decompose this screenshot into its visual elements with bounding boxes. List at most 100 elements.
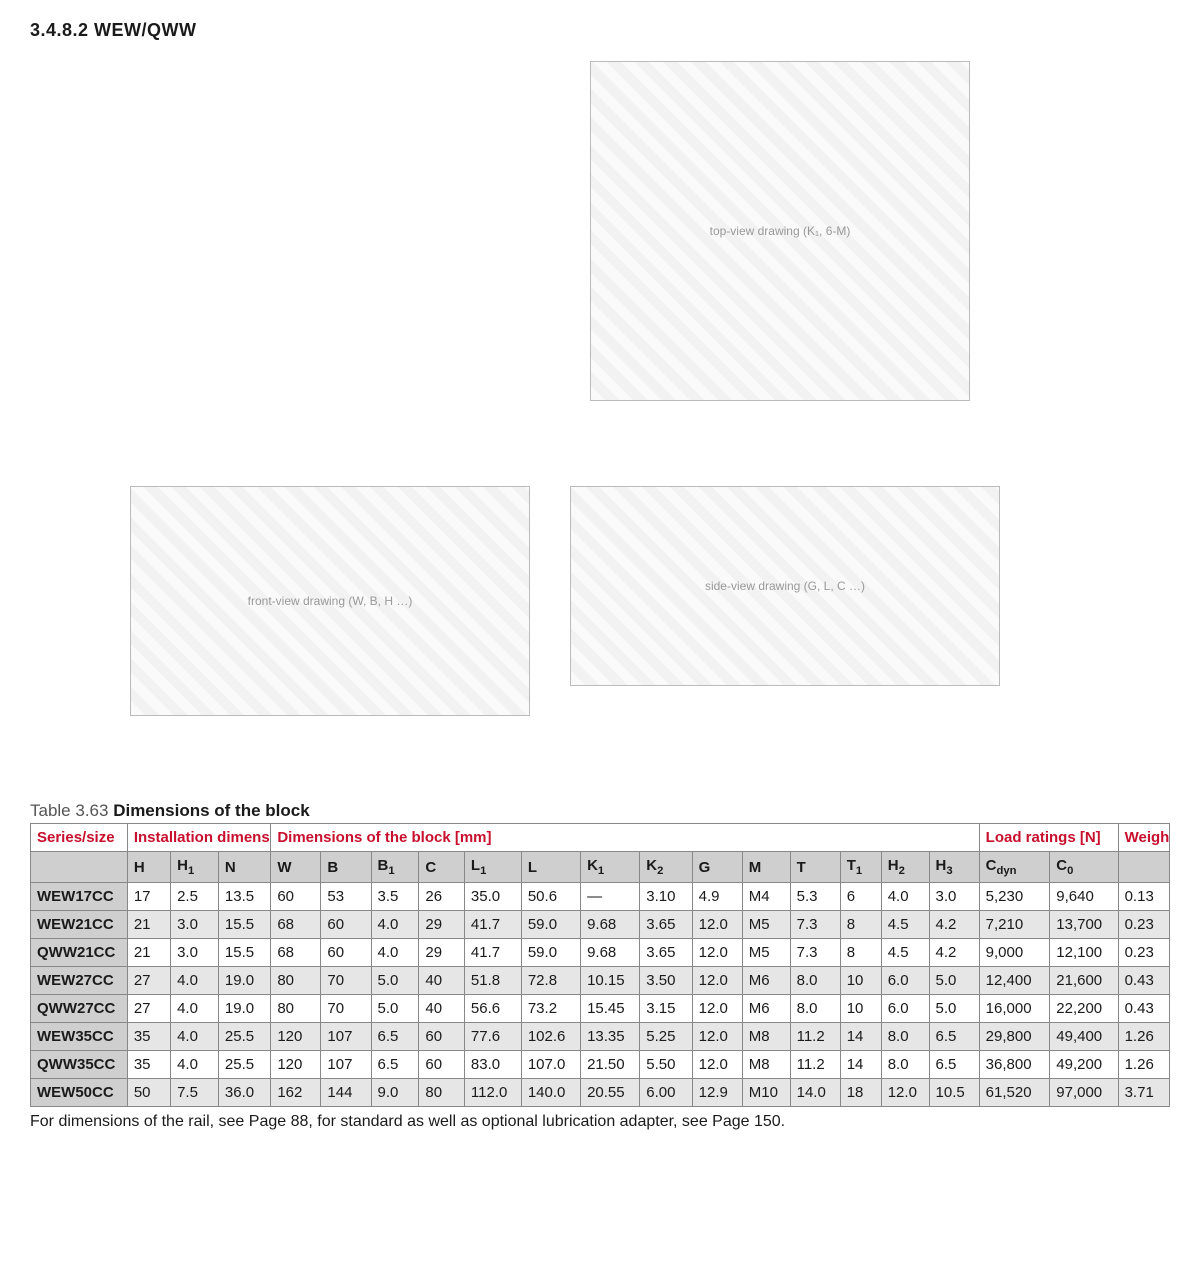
value-cell: M8 [742, 1023, 790, 1051]
value-cell: 9.68 [581, 911, 640, 939]
value-cell: 21 [127, 911, 170, 939]
value-cell: 0.23 [1118, 939, 1169, 967]
table-sub-header: T [790, 852, 840, 883]
value-cell: 21.50 [581, 1051, 640, 1079]
table-sub-header: N [218, 852, 270, 883]
table-group-header: Installation dimensions [mm] [127, 824, 271, 852]
value-cell: 11.2 [790, 1051, 840, 1079]
value-cell: 16,000 [979, 995, 1050, 1023]
value-cell: 35 [127, 1023, 170, 1051]
value-cell: 6.00 [640, 1079, 692, 1107]
value-cell: 12.0 [692, 911, 742, 939]
value-cell: 13.35 [581, 1023, 640, 1051]
table-footnote: For dimensions of the rail, see Page 88,… [30, 1113, 1170, 1131]
value-cell: 10 [840, 995, 881, 1023]
value-cell: 60 [419, 1051, 465, 1079]
value-cell: 12.0 [881, 1079, 929, 1107]
value-cell: 14 [840, 1023, 881, 1051]
value-cell: 4.2 [929, 911, 979, 939]
series-cell: WEW17CC [31, 883, 128, 911]
value-cell: M6 [742, 967, 790, 995]
diagram-top-view: top-view drawing (K₁, 6-M) [590, 61, 970, 401]
value-cell: 9.0 [371, 1079, 419, 1107]
value-cell: 3.50 [640, 967, 692, 995]
table-sub-header [1118, 852, 1169, 883]
value-cell: 70 [321, 967, 371, 995]
value-cell: 26 [419, 883, 465, 911]
value-cell: 15.45 [581, 995, 640, 1023]
value-cell: 60 [419, 1023, 465, 1051]
value-cell: 22,200 [1050, 995, 1118, 1023]
value-cell: 19.0 [218, 995, 270, 1023]
value-cell: 60 [271, 883, 321, 911]
value-cell: 3.0 [171, 939, 219, 967]
series-cell: QWW21CC [31, 939, 128, 967]
value-cell: 70 [321, 995, 371, 1023]
section-heading: 3.4.8.2 WEW/QWW [30, 20, 1170, 41]
value-cell: 3.65 [640, 911, 692, 939]
value-cell: 40 [419, 967, 465, 995]
value-cell: 19.0 [218, 967, 270, 995]
value-cell: 73.2 [521, 995, 580, 1023]
value-cell: 0.43 [1118, 967, 1169, 995]
series-cell: QWW35CC [31, 1051, 128, 1079]
value-cell: M4 [742, 883, 790, 911]
table-group-header: Load ratings [N] [979, 824, 1118, 852]
table-sub-header: H2 [881, 852, 929, 883]
value-cell: 4.0 [881, 883, 929, 911]
value-cell: 4.0 [371, 939, 419, 967]
value-cell: 2.5 [171, 883, 219, 911]
table-sub-header: W [271, 852, 321, 883]
table-row: WEW35CC354.025.51201076.56077.6102.613.3… [31, 1023, 1170, 1051]
value-cell: 4.2 [929, 939, 979, 967]
value-cell: 4.5 [881, 939, 929, 967]
value-cell: 0.43 [1118, 995, 1169, 1023]
value-cell: 4.0 [171, 995, 219, 1023]
value-cell: 107 [321, 1051, 371, 1079]
value-cell: 8.0 [790, 995, 840, 1023]
value-cell: 14.0 [790, 1079, 840, 1107]
value-cell: 8.0 [881, 1023, 929, 1051]
value-cell: 51.8 [464, 967, 521, 995]
series-cell: QWW27CC [31, 995, 128, 1023]
table-body: WEW17CC172.513.560533.52635.050.6—3.104.… [31, 883, 1170, 1107]
value-cell: 1.26 [1118, 1051, 1169, 1079]
value-cell: 3.10 [640, 883, 692, 911]
value-cell: 0.23 [1118, 911, 1169, 939]
value-cell: 9.68 [581, 939, 640, 967]
value-cell: 4.5 [881, 911, 929, 939]
value-cell: 4.0 [171, 967, 219, 995]
table-row: WEW17CC172.513.560533.52635.050.6—3.104.… [31, 883, 1170, 911]
value-cell: 6 [840, 883, 881, 911]
value-cell: 97,000 [1050, 1079, 1118, 1107]
engineering-diagrams: top-view drawing (K₁, 6-M) front-view dr… [30, 56, 1170, 776]
value-cell: M6 [742, 995, 790, 1023]
value-cell: 36,800 [979, 1051, 1050, 1079]
value-cell: 41.7 [464, 911, 521, 939]
value-cell: 36.0 [218, 1079, 270, 1107]
value-cell: 50 [127, 1079, 170, 1107]
value-cell: — [581, 883, 640, 911]
value-cell: 8 [840, 911, 881, 939]
value-cell: 60 [321, 911, 371, 939]
value-cell: 68 [271, 939, 321, 967]
table-sub-header: M [742, 852, 790, 883]
dimensions-table: Series/sizeInstallation dimensions [mm]D… [30, 823, 1170, 1107]
series-cell: WEW50CC [31, 1079, 128, 1107]
table-sub-header: B [321, 852, 371, 883]
value-cell: 27 [127, 967, 170, 995]
table-sub-header [31, 852, 128, 883]
value-cell: 144 [321, 1079, 371, 1107]
table-caption-title: Dimensions of the block [113, 801, 309, 820]
value-cell: 17 [127, 883, 170, 911]
value-cell: 18 [840, 1079, 881, 1107]
table-sub-header-row: HH1NWBB1CL1LK1K2GMTT1H2H3CdynC0 [31, 852, 1170, 883]
value-cell: 107.0 [521, 1051, 580, 1079]
series-cell: WEW27CC [31, 967, 128, 995]
value-cell: 9,640 [1050, 883, 1118, 911]
value-cell: 80 [271, 967, 321, 995]
value-cell: 21,600 [1050, 967, 1118, 995]
value-cell: 56.6 [464, 995, 521, 1023]
value-cell: 49,200 [1050, 1051, 1118, 1079]
value-cell: 53 [321, 883, 371, 911]
